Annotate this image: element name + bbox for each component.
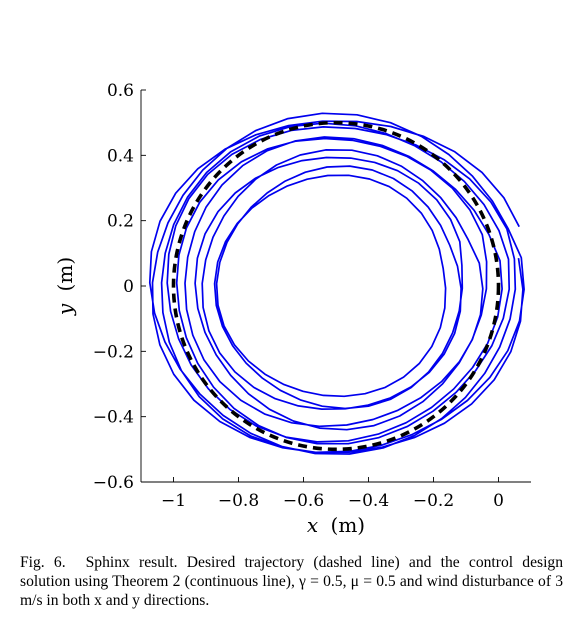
x-axis-title: x (m)	[307, 513, 365, 537]
figure-caption: Fig. 6. Sphinx result. Desired trajectory…	[20, 553, 563, 610]
series-continuous-line	[148, 112, 525, 455]
axes: −1 −0.8 −0.6 −0.4 −0.2 0 −0.6 −0.4 −0.2 0 0.2 0.4 0.…	[93, 81, 531, 511]
x-axis-unit: (m)	[331, 513, 366, 537]
x-tick-label: −1	[161, 491, 186, 511]
x-tick-label: −0.6	[283, 491, 324, 511]
x-tick-label: −0.4	[348, 491, 389, 511]
series-dashed-line	[171, 120, 501, 452]
y-axis-title: y (m)	[53, 257, 77, 316]
y-tick-label: 0.2	[107, 212, 134, 232]
figure-label: Fig. 6.	[20, 554, 66, 571]
y-tick-label: 0	[123, 277, 134, 297]
y-axis-unit: (m)	[53, 257, 77, 292]
y-tick-label: −0.6	[93, 473, 134, 493]
y-tick-label: 0.6	[107, 81, 134, 101]
x-tick-label: −0.8	[218, 491, 259, 511]
caption-text: Sphinx result. Desired trajectory (dashe…	[20, 554, 563, 609]
trajectory-plot: −1 −0.8 −0.6 −0.4 −0.2 0 −0.6 −0.4 −0.2 0 0.2 0.4 0.…	[53, 81, 531, 537]
y-tick-label: −0.4	[93, 408, 134, 428]
y-tick-label: 0.4	[107, 146, 134, 166]
x-tick-label: −0.2	[413, 491, 454, 511]
y-tick-label: −0.2	[93, 342, 134, 362]
trajectory-layer	[148, 112, 525, 455]
x-axis-var: x	[307, 513, 318, 537]
x-tick-label: 0	[493, 491, 504, 511]
y-axis-var: y	[53, 303, 77, 316]
